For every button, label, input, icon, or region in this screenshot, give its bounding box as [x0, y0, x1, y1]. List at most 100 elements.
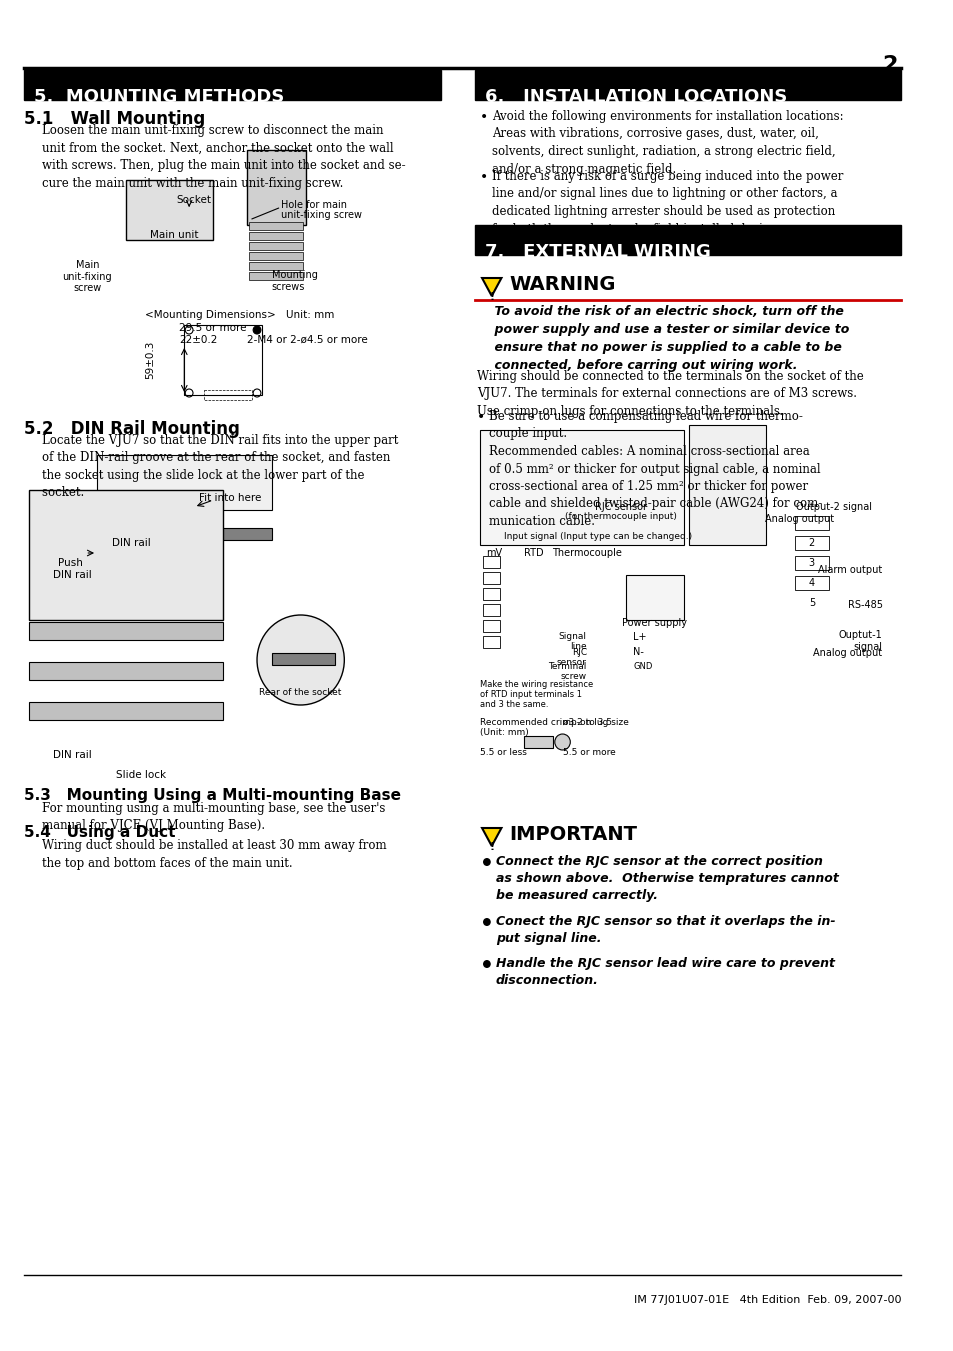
Text: GND: GND — [633, 662, 652, 671]
Text: 59±0.3: 59±0.3 — [145, 340, 155, 380]
Text: Main
unit-fixing
screw: Main unit-fixing screw — [62, 259, 112, 293]
Text: Analog output: Analog output — [764, 513, 833, 524]
Circle shape — [482, 917, 490, 925]
Polygon shape — [481, 278, 501, 296]
Text: Make the wiring resistance: Make the wiring resistance — [479, 680, 593, 689]
Text: 5.4   Using a Duct: 5.4 Using a Duct — [24, 825, 175, 840]
Text: 5.  MOUNTING METHODS: 5. MOUNTING METHODS — [34, 88, 284, 105]
Text: (for thermocouple input): (for thermocouple input) — [564, 512, 676, 521]
Text: IMPORTANT: IMPORTANT — [509, 825, 637, 844]
Text: If there is any risk of a surge being induced into the power
line and/or signal : If there is any risk of a surge being in… — [491, 170, 842, 235]
Text: For mounting using a multi-mounting base, see the user's
    manual for VJCE (VJ: For mounting using a multi-mounting base… — [27, 802, 385, 832]
Text: L+: L+ — [633, 632, 646, 642]
Text: Conect the RJC sensor so that it overlaps the in-
put signal line.: Conect the RJC sensor so that it overlap… — [496, 915, 835, 944]
Bar — [523, 736, 553, 748]
Text: IM 77J01U07-01E   4th Edition  Feb. 09, 2007-00: IM 77J01U07-01E 4th Edition Feb. 09, 200… — [633, 1296, 900, 1305]
Text: Alarm output: Alarm output — [818, 565, 882, 576]
Text: Loosen the main unit-fixing screw to disconnect the main
    unit from the socke: Loosen the main unit-fixing screw to dis… — [27, 124, 405, 189]
Text: Output-2 signal: Output-2 signal — [796, 503, 871, 512]
Bar — [126, 180, 213, 240]
Text: DIN rail: DIN rail — [53, 750, 92, 761]
Text: 2: 2 — [808, 538, 814, 549]
Text: Socket: Socket — [176, 195, 212, 205]
Bar — [184, 326, 262, 394]
Bar — [795, 516, 828, 530]
Bar — [475, 70, 900, 100]
Text: Rear of the socket: Rear of the socket — [259, 688, 341, 697]
Text: 29.5 or more: 29.5 or more — [179, 323, 247, 332]
Text: Push: Push — [57, 558, 82, 567]
Bar — [249, 232, 302, 240]
Text: !: ! — [489, 842, 494, 852]
Text: Analog output: Analog output — [813, 648, 882, 658]
Text: DIN rail: DIN rail — [53, 570, 92, 580]
Text: 2: 2 — [882, 55, 897, 76]
Text: •: • — [476, 409, 485, 424]
Bar — [30, 703, 223, 720]
Bar — [482, 620, 500, 632]
Bar — [97, 455, 272, 509]
Text: Ouptut-1
signal: Ouptut-1 signal — [838, 630, 882, 651]
Bar — [795, 557, 828, 570]
Text: Avoid the following environments for installation locations:
Areas with vibratio: Avoid the following environments for ins… — [491, 109, 842, 176]
Bar — [249, 222, 302, 230]
Text: ø3.2 to 3.5: ø3.2 to 3.5 — [562, 717, 611, 727]
Text: mV: mV — [486, 549, 502, 558]
Bar — [482, 571, 500, 584]
Text: 5: 5 — [808, 598, 814, 608]
Circle shape — [253, 326, 260, 334]
Bar — [272, 653, 335, 665]
Text: 22±0.2: 22±0.2 — [179, 335, 217, 345]
Text: unit-fixing screw: unit-fixing screw — [281, 209, 362, 220]
Text: Locate the VJU7 so that the DIN rail fits into the upper part
    of the DIN-rai: Locate the VJU7 so that the DIN rail fit… — [27, 434, 398, 500]
Text: Hole for main: Hole for main — [281, 200, 347, 209]
Bar — [30, 662, 223, 680]
Text: Wiring duct should be installed at least 30 mm away from
    the top and bottom : Wiring duct should be installed at least… — [27, 839, 386, 870]
Text: and 3 the same.: and 3 the same. — [479, 700, 548, 709]
Text: !: ! — [489, 292, 494, 303]
Text: 5.2   DIN Rail Mounting: 5.2 DIN Rail Mounting — [24, 420, 240, 438]
Text: 5.5 or more: 5.5 or more — [562, 748, 615, 757]
Text: 4: 4 — [808, 578, 814, 588]
Polygon shape — [481, 828, 501, 846]
Bar — [795, 576, 828, 590]
Text: Be sure to use a compensating lead wire for thermo-
couple input.
Recommended ca: Be sure to use a compensating lead wire … — [488, 409, 821, 528]
Bar — [247, 150, 305, 226]
Text: RS-485: RS-485 — [846, 600, 882, 611]
Text: •: • — [479, 170, 488, 184]
Circle shape — [482, 961, 490, 969]
Text: 7.   EXTERNAL WIRING: 7. EXTERNAL WIRING — [484, 243, 710, 261]
Text: Signal
line: Signal line — [558, 632, 586, 651]
Text: Recommended crimp-on lug size: Recommended crimp-on lug size — [479, 717, 628, 727]
Text: Slide lock: Slide lock — [115, 770, 166, 780]
Text: <Mounting Dimensions>: <Mounting Dimensions> — [146, 309, 276, 320]
Bar — [30, 621, 223, 640]
Text: DIN rail: DIN rail — [112, 538, 151, 549]
Text: Input signal (Input type can be changed.): Input signal (Input type can be changed.… — [504, 532, 692, 540]
Text: RTD: RTD — [523, 549, 542, 558]
Bar — [482, 636, 500, 648]
Circle shape — [256, 615, 344, 705]
Text: Connect the RJC sensor at the correct position
as shown above.  Otherwise tempra: Connect the RJC sensor at the correct po… — [496, 855, 838, 902]
Text: Main unit: Main unit — [151, 230, 198, 240]
Text: 5.1   Wall Mounting: 5.1 Wall Mounting — [24, 109, 205, 128]
Text: WARNING: WARNING — [509, 276, 615, 295]
Bar — [479, 430, 683, 544]
Bar — [249, 272, 302, 280]
Bar — [24, 70, 441, 100]
Text: 3: 3 — [808, 558, 814, 567]
Text: Power supply: Power supply — [621, 617, 686, 628]
Text: Fit into here: Fit into here — [198, 493, 261, 503]
Text: RJC
sensor: RJC sensor — [557, 648, 586, 667]
Bar — [688, 426, 765, 544]
Bar — [482, 588, 500, 600]
Text: Wiring should be connected to the terminals on the socket of the
VJU7. The termi: Wiring should be connected to the termin… — [476, 370, 863, 417]
Bar — [249, 262, 302, 270]
Text: 2-M4 or 2-ø4.5 or more: 2-M4 or 2-ø4.5 or more — [247, 335, 368, 345]
Text: Thermocouple: Thermocouple — [551, 549, 621, 558]
Text: •: • — [479, 109, 488, 124]
Bar — [249, 242, 302, 250]
Text: Terminal
screw: Terminal screw — [548, 662, 586, 681]
Text: To avoid the risk of an electric shock, turn off the
    power supply and use a : To avoid the risk of an electric shock, … — [476, 305, 849, 372]
Bar — [475, 226, 900, 255]
